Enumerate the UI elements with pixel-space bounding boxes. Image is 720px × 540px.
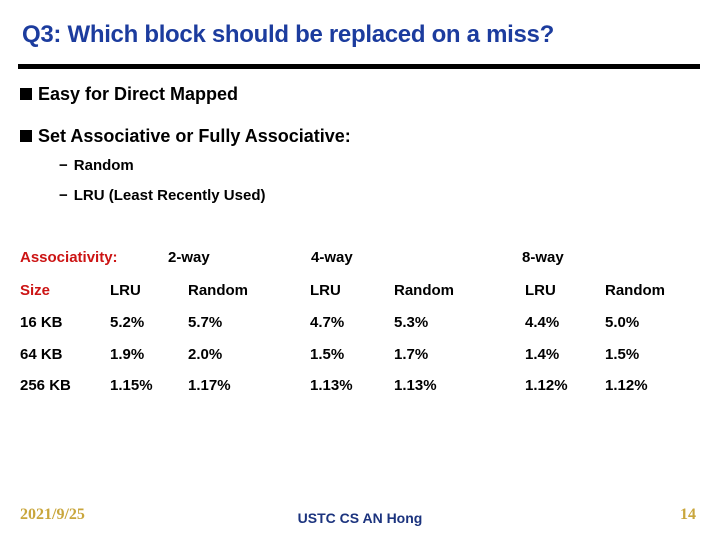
value-cell: 1.5% bbox=[310, 346, 345, 363]
value-cell: 1.7% bbox=[394, 346, 429, 363]
dash-bullet-icon: − bbox=[59, 187, 68, 204]
value-cell: 5.2% bbox=[110, 314, 145, 331]
value-cell: 4.4% bbox=[525, 314, 560, 331]
bullet-item-set-associative: Set Associative or Fully Associative: bbox=[20, 126, 351, 147]
value-cell: 2.0% bbox=[188, 346, 223, 363]
footer-credit: USTC CS AN Hong bbox=[297, 510, 423, 526]
value-cell: 1.13% bbox=[310, 377, 353, 394]
value-cell: 1.9% bbox=[110, 346, 145, 363]
row-size-cell: 64 KB bbox=[20, 346, 63, 363]
way-header-4way: 4-way bbox=[311, 249, 353, 266]
page-title: Q3: Which block should be replaced on a … bbox=[22, 21, 554, 48]
title-underline bbox=[18, 64, 700, 69]
value-cell: 1.15% bbox=[110, 377, 153, 394]
col-header-lru: LRU bbox=[525, 282, 556, 299]
value-cell: 1.17% bbox=[188, 377, 231, 394]
col-header-random: Random bbox=[188, 282, 248, 299]
way-header-8way: 8-way bbox=[522, 249, 564, 266]
row-size-cell: 16 KB bbox=[20, 314, 63, 331]
value-cell: 4.7% bbox=[310, 314, 345, 331]
value-cell: 5.3% bbox=[394, 314, 429, 331]
sub-bullet-item-lru: − LRU (Least Recently Used) bbox=[59, 187, 265, 204]
value-cell: 1.4% bbox=[525, 346, 560, 363]
value-cell: 1.5% bbox=[605, 346, 640, 363]
footer-date: 2021/9/25 bbox=[20, 506, 85, 523]
value-cell: 1.13% bbox=[394, 377, 437, 394]
value-cell: 1.12% bbox=[605, 377, 648, 394]
bullet-label: Set Associative or Fully Associative: bbox=[38, 126, 351, 146]
value-cell: 5.7% bbox=[188, 314, 223, 331]
sub-bullet-label: Random bbox=[73, 157, 134, 174]
col-header-lru: LRU bbox=[310, 282, 341, 299]
square-bullet-icon bbox=[20, 130, 32, 142]
bullet-label: Easy for Direct Mapped bbox=[38, 84, 239, 104]
col-header-lru: LRU bbox=[110, 282, 141, 299]
sub-bullet-item-random: − Random bbox=[59, 157, 134, 174]
value-cell: 1.12% bbox=[525, 377, 568, 394]
bullet-item-direct-mapped: Easy for Direct Mapped bbox=[20, 84, 238, 105]
associativity-label: Associativity: bbox=[20, 249, 118, 266]
size-header: Size bbox=[20, 282, 51, 299]
dash-bullet-icon: − bbox=[59, 157, 68, 174]
footer-page-number: 14 bbox=[680, 506, 696, 523]
col-header-random: Random bbox=[394, 282, 454, 299]
row-size-cell: 256 KB bbox=[20, 377, 71, 394]
value-cell: 5.0% bbox=[605, 314, 640, 331]
square-bullet-icon bbox=[20, 88, 32, 100]
way-header-2way: 2-way bbox=[168, 249, 210, 266]
col-header-random: Random bbox=[605, 282, 665, 299]
sub-bullet-label: LRU (Least Recently Used) bbox=[73, 187, 266, 204]
